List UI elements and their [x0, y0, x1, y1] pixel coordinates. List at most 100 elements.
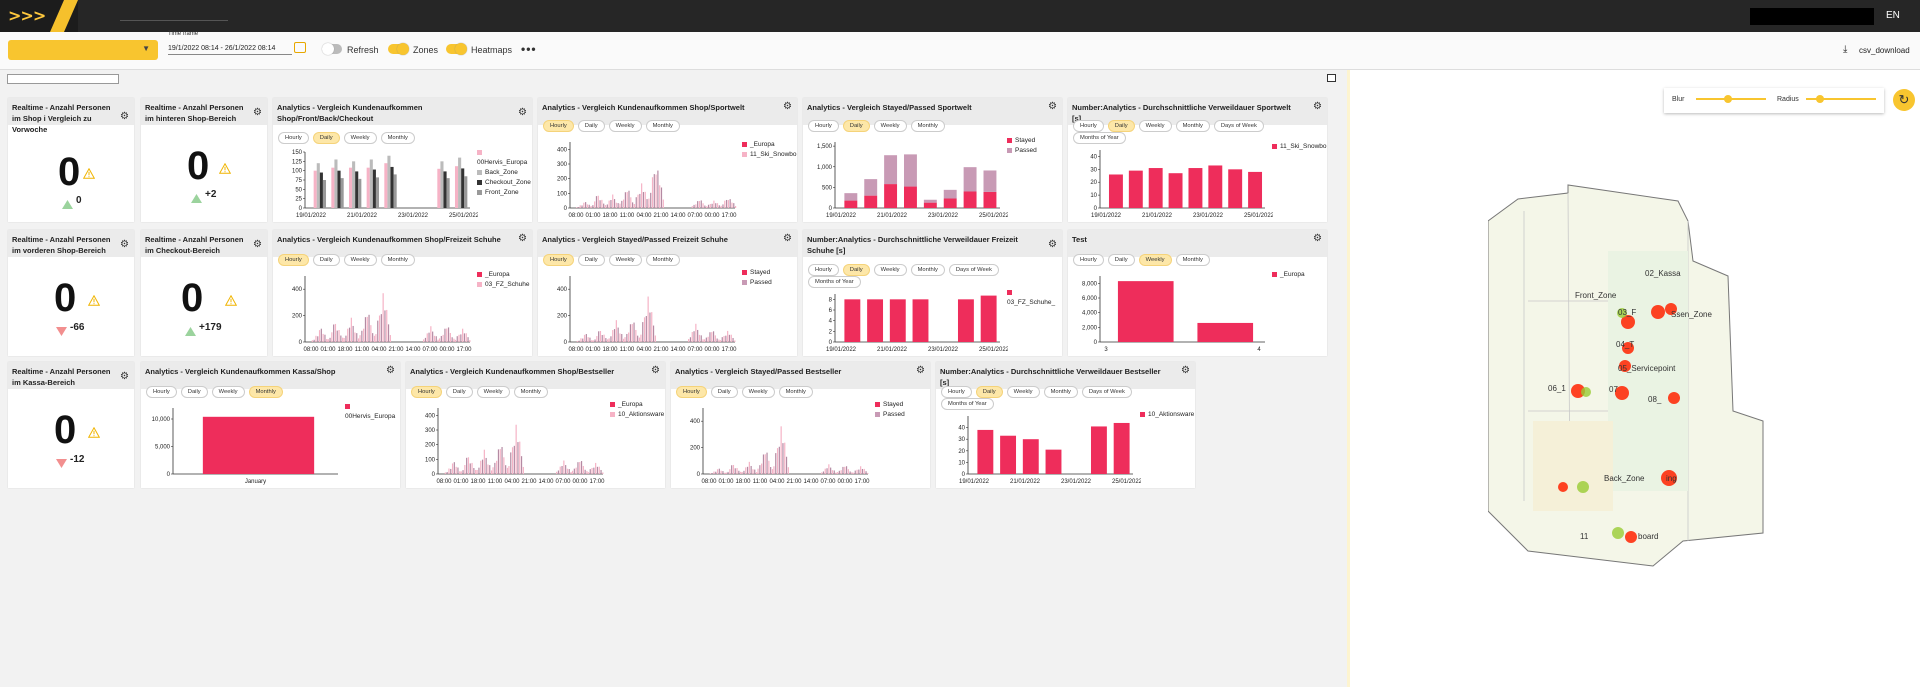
legend-item[interactable]: _Europa	[610, 400, 664, 410]
gear-icon[interactable]: ⚙	[120, 371, 129, 382]
tab-hourly[interactable]: Hourly	[808, 120, 839, 132]
gear-icon[interactable]: ⚙	[783, 233, 792, 244]
tab-hourly[interactable]: Hourly	[1073, 120, 1104, 132]
radius-slider[interactable]	[1806, 95, 1876, 103]
site-select[interactable]: ▼	[8, 40, 158, 60]
gear-icon[interactable]: ⚙	[1048, 239, 1057, 250]
tab-weekly[interactable]: Weekly	[476, 386, 510, 398]
legend-item[interactable]: Stayed	[742, 268, 772, 278]
tab-daily[interactable]: Daily	[975, 386, 1003, 398]
legend-item[interactable]: Checkout_Zone	[477, 178, 532, 188]
gear-icon[interactable]: ⚙	[1313, 101, 1322, 112]
tab-days-of-week[interactable]: Days of Week	[1081, 386, 1132, 398]
layout-icon[interactable]	[1327, 74, 1336, 82]
tab-days-of-week[interactable]: Days of Week	[948, 264, 999, 276]
gear-icon[interactable]: ⚙	[1048, 101, 1057, 112]
legend-item[interactable]: Front_Zone	[477, 188, 532, 198]
gear-icon[interactable]: ⚙	[518, 107, 527, 118]
tab-months-of-year[interactable]: Months of Year	[941, 398, 994, 410]
tab-hourly[interactable]: Hourly	[676, 386, 707, 398]
tab-hourly[interactable]: Hourly	[278, 132, 309, 144]
legend-item[interactable]: 03_FZ_Schuhe	[477, 280, 529, 290]
tab-daily[interactable]: Daily	[577, 254, 605, 266]
gear-icon[interactable]: ⚙	[253, 107, 262, 118]
tab-monthly[interactable]: Monthly	[910, 264, 945, 276]
legend-item[interactable]: _Europa	[1272, 270, 1305, 280]
tab-monthly[interactable]: Monthly	[1175, 120, 1210, 132]
gear-icon[interactable]: ⚙	[253, 239, 262, 250]
tab-daily[interactable]: Daily	[445, 386, 473, 398]
gear-icon[interactable]: ⚙	[120, 111, 129, 122]
tab-weekly[interactable]: Weekly	[1138, 120, 1172, 132]
tab-weekly[interactable]: Weekly	[608, 254, 642, 266]
user-menu[interactable]	[1750, 8, 1874, 25]
tab-hourly[interactable]: Hourly	[543, 254, 574, 266]
tab-daily[interactable]: Daily	[1107, 254, 1135, 266]
gear-icon[interactable]: ⚙	[386, 365, 395, 376]
gear-icon[interactable]: ⚙	[120, 239, 129, 250]
tab-weekly[interactable]: Weekly	[1138, 254, 1172, 266]
tab-monthly[interactable]: Monthly	[778, 386, 813, 398]
tab-monthly[interactable]: Monthly	[1043, 386, 1078, 398]
legend-item[interactable]: 00Hervis_Europa	[477, 148, 532, 168]
heatmaps-toggle[interactable]	[446, 43, 467, 55]
tab-weekly[interactable]: Weekly	[343, 254, 377, 266]
tab-weekly[interactable]: Weekly	[873, 264, 907, 276]
tab-monthly[interactable]: Monthly	[910, 120, 945, 132]
tab-hourly[interactable]: Hourly	[941, 386, 972, 398]
tab-monthly[interactable]: Monthly	[380, 254, 415, 266]
zones-toggle[interactable]	[388, 43, 409, 55]
tab-daily[interactable]: Daily	[312, 254, 340, 266]
legend-item[interactable]: Passed	[742, 278, 772, 288]
tab-weekly[interactable]: Weekly	[873, 120, 907, 132]
split-divider[interactable]	[1347, 70, 1350, 687]
legend-item[interactable]: Back_Zone	[477, 168, 532, 178]
tab-hourly[interactable]: Hourly	[278, 254, 309, 266]
tab-weekly[interactable]: Weekly	[741, 386, 775, 398]
blur-slider[interactable]	[1696, 95, 1766, 103]
tab-daily[interactable]: Daily	[1107, 120, 1135, 132]
language-switch[interactable]: EN	[1886, 10, 1900, 21]
tab-daily[interactable]: Daily	[710, 386, 738, 398]
tab-weekly[interactable]: Weekly	[608, 120, 642, 132]
tab-weekly[interactable]: Weekly	[211, 386, 245, 398]
reset-button[interactable]: ↻	[1893, 89, 1915, 111]
tab-monthly[interactable]: Monthly	[645, 254, 680, 266]
legend-item[interactable]: _Europa	[742, 140, 797, 150]
tab-hourly[interactable]: Hourly	[1073, 254, 1104, 266]
legend-item[interactable]: 00Hervis_Europa	[345, 402, 400, 422]
legend-item[interactable]: 03_FZ_Schuhe_	[1007, 288, 1062, 308]
more-options-icon[interactable]: •••	[521, 42, 537, 56]
tab-daily[interactable]: Daily	[842, 120, 870, 132]
tab-daily[interactable]: Daily	[180, 386, 208, 398]
tab-months-of-year[interactable]: Months of Year	[1073, 132, 1126, 144]
tab-daily[interactable]: Daily	[577, 120, 605, 132]
legend-item[interactable]: 11_Ski_Snowbo	[742, 150, 797, 160]
legend-item[interactable]: Passed	[1007, 146, 1037, 156]
tab-hourly[interactable]: Hourly	[808, 264, 839, 276]
legend-item[interactable]: 10_Aktionsware	[1140, 410, 1194, 420]
tab-weekly[interactable]: Weekly	[343, 132, 377, 144]
filter-input[interactable]	[7, 74, 119, 84]
tab-months-of-year[interactable]: Months of Year	[808, 276, 861, 288]
calendar-icon[interactable]	[294, 42, 306, 53]
tab-hourly[interactable]: Hourly	[146, 386, 177, 398]
legend-item[interactable]: _Europa	[477, 270, 529, 280]
legend-item[interactable]: 11_Ski_Snowbo	[1272, 142, 1327, 152]
legend-item[interactable]: Passed	[875, 410, 905, 420]
gear-icon[interactable]: ⚙	[1181, 365, 1190, 376]
csv-download-button[interactable]: csv_download	[1859, 46, 1910, 55]
tab-monthly[interactable]: Monthly	[513, 386, 548, 398]
tab-daily[interactable]: Daily	[842, 264, 870, 276]
gear-icon[interactable]: ⚙	[518, 233, 527, 244]
gear-icon[interactable]: ⚙	[651, 365, 660, 376]
legend-item[interactable]: 10_Aktionsware	[610, 410, 664, 420]
tab-monthly[interactable]: Monthly	[1175, 254, 1210, 266]
timeframe-input[interactable]: 19/1/2022 08:14 - 26/1/2022 08:14	[168, 45, 292, 55]
refresh-toggle[interactable]	[322, 43, 342, 55]
tab-hourly[interactable]: Hourly	[543, 120, 574, 132]
legend-item[interactable]: Stayed	[1007, 136, 1037, 146]
gear-icon[interactable]: ⚙	[1313, 233, 1322, 244]
legend-item[interactable]: Stayed	[875, 400, 905, 410]
tab-weekly[interactable]: Weekly	[1006, 386, 1040, 398]
